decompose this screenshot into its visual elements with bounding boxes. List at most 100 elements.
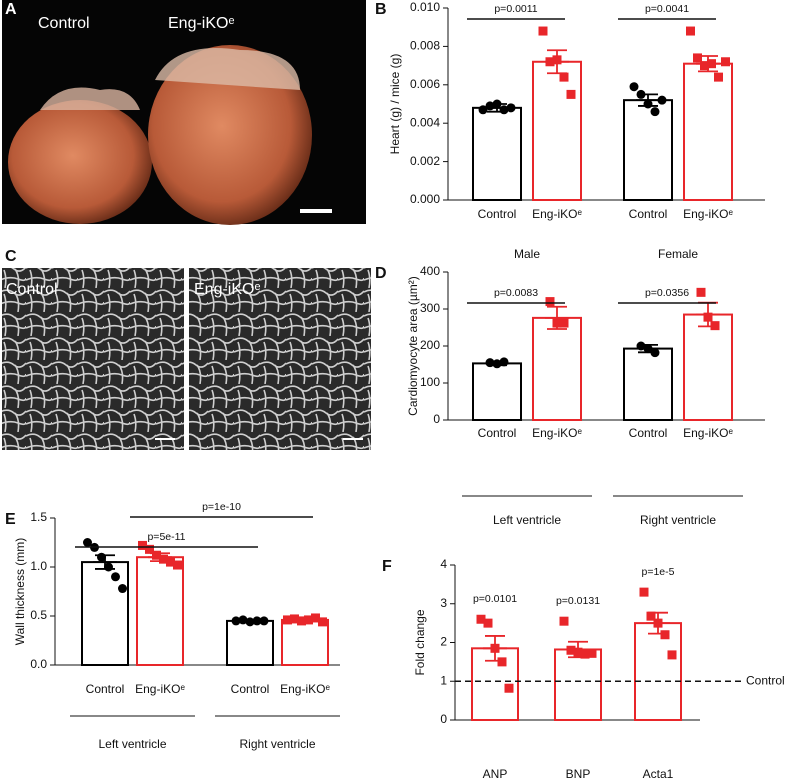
y-axis-label: Fold change [413, 609, 427, 675]
data-point [710, 321, 720, 331]
y-tick-label: 1 [440, 673, 447, 687]
panel-letter: F [382, 558, 392, 575]
p-value-label: p=1e-5 [642, 566, 675, 578]
photo-a [2, 0, 366, 225]
y-tick-label: 0 [433, 412, 440, 426]
data-point [476, 614, 486, 624]
data-point [311, 613, 320, 623]
image-label: Control [38, 15, 90, 32]
data-point [499, 105, 509, 115]
data-point [231, 616, 241, 626]
data-point [252, 616, 262, 626]
image-label: Eng-iKOᵉ [194, 281, 260, 298]
panel-letter: C [5, 248, 17, 265]
data-point [646, 611, 656, 621]
data-point [707, 59, 716, 69]
data-point [497, 657, 507, 667]
y-axis-label: Cardiomyocyte area (µm²) [406, 276, 420, 416]
data-point [700, 61, 709, 71]
data-point [83, 538, 92, 547]
data-point [173, 560, 182, 570]
data-point [643, 99, 653, 109]
data-point [580, 649, 590, 659]
bar [226, 619, 274, 667]
y-tick-label: 0.008 [410, 39, 440, 53]
data-point [538, 26, 548, 36]
bar [623, 347, 673, 421]
image-label: Eng-iKOᵉ [168, 15, 234, 32]
data-point [492, 99, 502, 109]
data-point [297, 616, 306, 626]
data-point [667, 650, 677, 660]
data-point [587, 648, 597, 658]
data-point [559, 72, 569, 82]
data-point [111, 572, 120, 582]
bar [623, 99, 673, 201]
panel-letter: E [5, 511, 16, 528]
data-point [545, 57, 555, 67]
data-point [492, 359, 502, 369]
y-axis-label: Wall thickness (mm) [13, 538, 27, 646]
y-tick-label: 3 [440, 596, 447, 610]
x-tick-label: Control [478, 207, 517, 221]
y-tick-label: 1.0 [30, 559, 47, 573]
data-point [636, 341, 646, 351]
data-point [499, 357, 509, 367]
group-label: Male [514, 247, 540, 261]
p-value-label: p=0.0011 [494, 3, 537, 15]
bar [532, 60, 582, 202]
y-tick-label: 300 [420, 301, 440, 315]
data-point [152, 550, 161, 560]
bar [472, 106, 522, 201]
p-value-label: p=0.0101 [473, 593, 517, 605]
data-point [552, 318, 562, 328]
data-point [283, 615, 292, 625]
data-point [650, 348, 660, 358]
p-value-label: p=0.0131 [556, 595, 600, 607]
data-point [118, 584, 127, 594]
data-point [643, 344, 653, 354]
data-point [639, 587, 649, 597]
x-tick-label: BNP [566, 767, 591, 781]
p-value-label: p=0.0083 [494, 287, 538, 299]
reference-label: Control [746, 673, 785, 687]
x-tick-label: Eng-iKOᵉ [683, 426, 733, 440]
y-tick-label: 0.002 [410, 154, 440, 168]
y-tick-label: 0.5 [30, 608, 47, 622]
data-point [636, 89, 646, 99]
data-point [318, 617, 327, 627]
data-point [693, 53, 702, 63]
bar [472, 362, 522, 422]
x-tick-label: Control [231, 682, 270, 696]
data-point [566, 645, 576, 655]
group-label: Left ventricle [493, 513, 561, 527]
group-label: Right ventricle [239, 737, 315, 751]
data-point [650, 107, 660, 117]
data-point [138, 540, 147, 550]
data-point [504, 683, 514, 693]
data-point [506, 103, 516, 113]
data-point [686, 26, 695, 36]
y-axis-label: Heart (g) / mice (g) [388, 54, 402, 155]
data-point [657, 95, 667, 105]
data-point [166, 557, 175, 567]
x-tick-label: Acta1 [643, 767, 674, 781]
image-label: Control [6, 281, 58, 298]
panel-letter: B [375, 1, 387, 18]
y-tick-label: 0.010 [410, 0, 440, 14]
x-tick-label: Control [86, 682, 125, 696]
y-tick-label: 4 [440, 557, 447, 571]
data-point [552, 55, 562, 65]
y-tick-label: 0 [440, 712, 447, 726]
bar [554, 648, 602, 721]
data-point [238, 615, 248, 625]
p-value-label: p=1e-10 [202, 501, 241, 513]
data-point [566, 89, 576, 99]
x-tick-label: Eng-iKOᵉ [532, 207, 582, 221]
x-tick-label: Control [629, 426, 668, 440]
data-point [290, 614, 299, 624]
data-point [145, 544, 154, 554]
bar [81, 561, 129, 666]
data-point [490, 643, 500, 653]
